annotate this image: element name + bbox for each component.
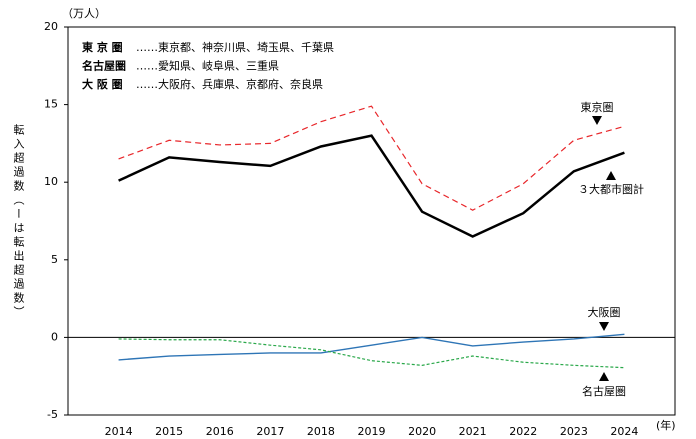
series-line xyxy=(118,338,625,369)
legend-key: 大 阪 圏 xyxy=(82,77,123,91)
x-tick-label: 2019 xyxy=(358,425,386,438)
x-tick-label: 2016 xyxy=(206,425,234,438)
label-arrow xyxy=(606,171,616,180)
x-tick-label: 2020 xyxy=(408,425,436,438)
x-tick-label: 2021 xyxy=(459,425,487,438)
series-label: 大阪圏 xyxy=(588,305,621,319)
x-tick-label: 2023 xyxy=(560,425,588,438)
series-line xyxy=(118,105,625,211)
y-tick-label: -5 xyxy=(47,408,58,421)
y-tick-label: 0 xyxy=(51,330,58,343)
legend-key: 名古屋圏 xyxy=(82,59,126,73)
series-label: 名古屋圏 xyxy=(582,384,626,398)
x-tick-label: 2022 xyxy=(509,425,537,438)
x-axis-label: (年) xyxy=(656,418,676,432)
series-label: ３大都市圏計 xyxy=(578,182,644,196)
label-arrow xyxy=(599,372,609,381)
y-axis-label: 転入超過数（ーは転出超過数） xyxy=(12,124,25,320)
x-tick-label: 2015 xyxy=(155,425,183,438)
unit-label: （万人） xyxy=(62,7,106,20)
y-tick-label: 20 xyxy=(44,20,58,33)
legend-members: ……愛知県、岐阜県、三重県 xyxy=(136,59,279,73)
label-arrow xyxy=(599,322,609,331)
y-tick-label: 5 xyxy=(51,253,58,266)
series-line xyxy=(118,333,625,361)
plot-frame xyxy=(67,26,676,416)
x-tick-label: 2018 xyxy=(307,425,335,438)
legend-members: ……大阪府、兵庫県、京都府、奈良県 xyxy=(136,77,323,91)
label-arrow xyxy=(592,116,602,125)
x-tick-label: 2014 xyxy=(105,425,133,438)
series-line xyxy=(118,134,625,238)
series-label: 東京圏 xyxy=(581,100,614,114)
x-tick-label: 2024 xyxy=(610,425,638,438)
y-tick-label: 10 xyxy=(44,175,58,188)
x-tick-label: 2017 xyxy=(256,425,284,438)
legend-key: 東 京 圏 xyxy=(82,40,123,54)
legend-members: ……東京都、神奈川県、埼玉県、千葉県 xyxy=(136,40,334,54)
y-tick-label: 15 xyxy=(44,98,58,111)
